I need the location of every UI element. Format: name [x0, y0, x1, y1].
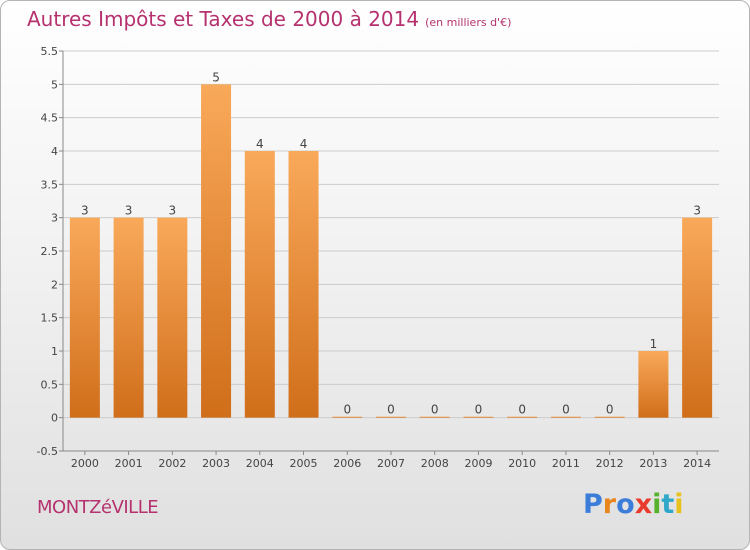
x-tick-label: 2007	[377, 457, 405, 470]
y-tick-label: 3.5	[41, 178, 59, 191]
x-tick-label: 2001	[115, 457, 143, 470]
y-tick-label: 4	[51, 145, 58, 158]
labels: 3 3 3 5 4 4 0 0 0 0 0 0 0 1 3	[81, 70, 701, 416]
logo-letter: i	[652, 489, 662, 520]
logo-letter: r	[602, 489, 617, 520]
x-tick-label: 2008	[421, 457, 449, 470]
data-label: 3	[169, 204, 177, 218]
y-tick-label: 5	[51, 78, 58, 91]
y-tick-label: 3	[51, 212, 58, 225]
proxiti-logo[interactable]: Proxiti	[583, 489, 684, 520]
y-tick-label: 2	[51, 278, 58, 291]
logo-letter: P	[583, 489, 603, 520]
data-label: 0	[562, 403, 570, 417]
bar	[157, 217, 188, 418]
bar	[507, 416, 538, 418]
bar	[682, 217, 713, 418]
chart-unit: (en milliers d'€)	[425, 16, 512, 29]
y-tick-label: 5.5	[41, 45, 59, 58]
x-tick-label: 2011	[552, 457, 580, 470]
x-tick-label: 2002	[158, 457, 186, 470]
y-tick-label: -0.5	[37, 445, 58, 458]
title-text: Autres Impôts et Taxes de 2000 à 2014	[27, 7, 420, 31]
data-label: 3	[693, 204, 701, 218]
axes: -0.5 0 0.5 1 1.5 2 2.5 3 3.5 4 4.5 5 5.5 2000 2001 2002…	[37, 45, 719, 470]
x-tick-label: 2000	[71, 457, 99, 470]
y-tick-label: 1.5	[41, 312, 59, 325]
data-label: 0	[518, 403, 526, 417]
y-tick-label: 4.5	[41, 112, 59, 125]
x-tick-label: 2013	[639, 457, 667, 470]
data-label: 0	[431, 403, 439, 417]
logo-letter: t	[661, 489, 675, 520]
logo-letter: i	[674, 489, 684, 520]
data-label: 4	[300, 137, 308, 151]
data-label: 0	[343, 403, 351, 417]
bar	[594, 416, 625, 418]
x-tick-label: 2004	[246, 457, 274, 470]
x-tick-label: 2003	[202, 457, 230, 470]
x-tick-label: 2014	[683, 457, 711, 470]
x-tick-label: 2009	[464, 457, 492, 470]
y-tick-label: 0.5	[41, 378, 59, 391]
chart-title: Autres Impôts et Taxes de 2000 à 2014 (en…	[27, 7, 511, 31]
bar	[113, 217, 144, 418]
data-label: 4	[256, 137, 264, 151]
data-label: 3	[125, 204, 133, 218]
data-label: 3	[81, 204, 89, 218]
commune-name: MONTZéVILLE	[37, 497, 159, 518]
bar	[201, 84, 232, 418]
logo-letter: x	[634, 489, 653, 520]
data-label: 0	[387, 403, 395, 417]
bar	[244, 151, 275, 418]
data-label: 1	[650, 337, 658, 351]
bar	[638, 351, 669, 418]
y-tick-label: 0	[51, 412, 58, 425]
bar	[463, 416, 494, 418]
bar	[288, 151, 319, 418]
bar	[376, 416, 406, 418]
bar	[69, 217, 100, 418]
y-tick-label: 1	[51, 345, 58, 358]
bar	[550, 416, 581, 418]
bar	[419, 416, 450, 418]
data-label: 0	[475, 403, 483, 417]
x-tick-label: 2005	[290, 457, 318, 470]
y-tick-label: 2.5	[41, 245, 59, 258]
bars	[69, 84, 713, 418]
x-tick-label: 2006	[333, 457, 361, 470]
x-tick-label: 2010	[508, 457, 536, 470]
x-tick-label: 2012	[596, 457, 624, 470]
bar	[332, 416, 363, 418]
logo-letter: o	[616, 489, 635, 520]
data-label: 0	[606, 403, 614, 417]
data-label: 5	[212, 70, 220, 84]
